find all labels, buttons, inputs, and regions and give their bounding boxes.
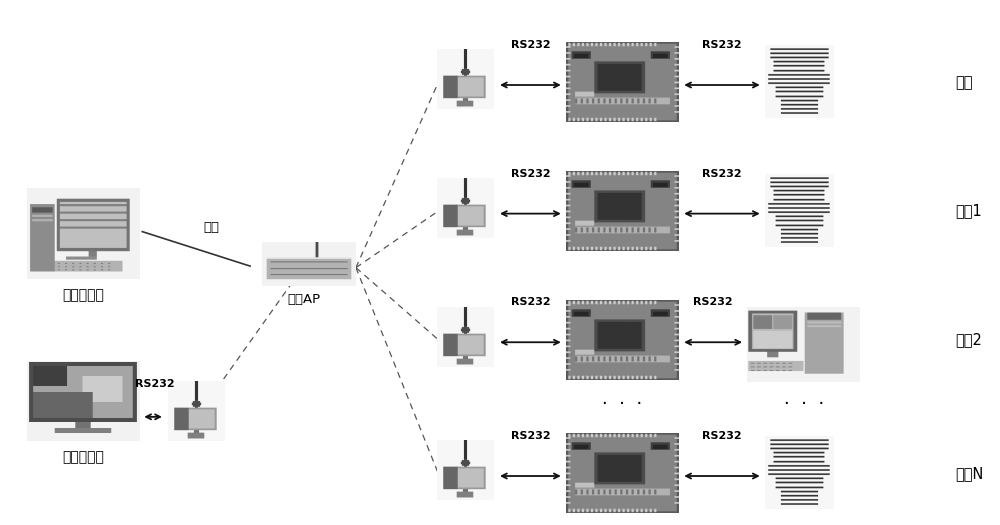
- Text: 主机: 主机: [956, 75, 973, 90]
- Text: 无线AP: 无线AP: [287, 293, 321, 307]
- Text: RS232: RS232: [702, 431, 742, 441]
- Text: 从机N: 从机N: [956, 466, 984, 481]
- Text: ·  ·  ·: · · ·: [602, 395, 643, 413]
- Text: RS232: RS232: [511, 297, 550, 307]
- Text: RS232: RS232: [702, 169, 742, 178]
- Text: RS232: RS232: [511, 40, 550, 50]
- Text: RS232: RS232: [135, 379, 174, 388]
- Text: 从机1: 从机1: [956, 204, 982, 218]
- Text: 主控计算机: 主控计算机: [63, 288, 104, 302]
- Text: 从机2: 从机2: [956, 332, 983, 347]
- Text: RS232: RS232: [693, 297, 733, 307]
- Text: RS232: RS232: [511, 169, 550, 178]
- Text: RS232: RS232: [511, 431, 550, 441]
- Text: ·  ·  ·: · · ·: [784, 395, 824, 413]
- Text: 网线: 网线: [203, 222, 219, 235]
- Text: RS232: RS232: [702, 40, 742, 50]
- Text: 视景计算机: 视景计算机: [63, 450, 104, 464]
